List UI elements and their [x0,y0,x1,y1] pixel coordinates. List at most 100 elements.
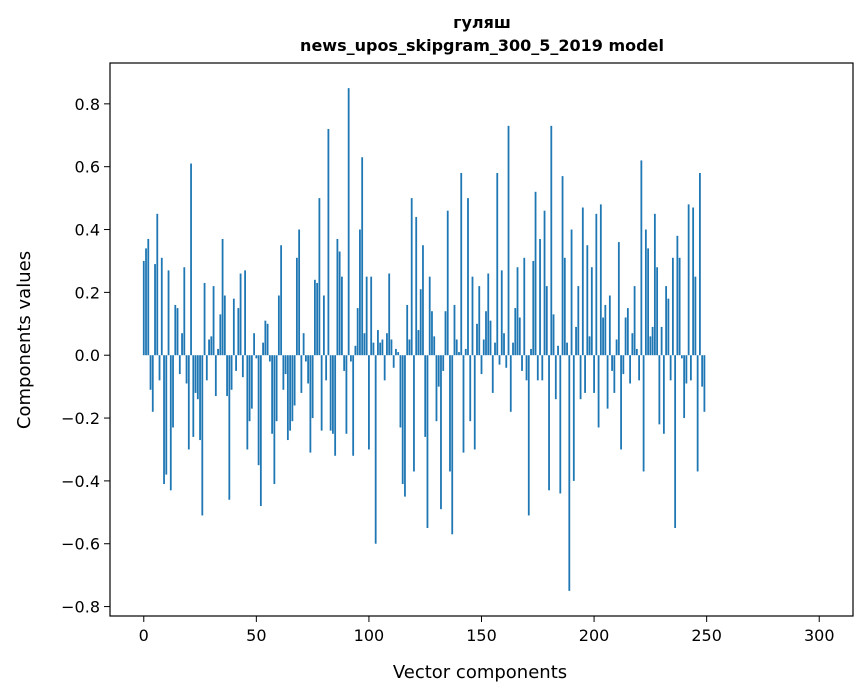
bar [244,270,246,356]
bar [160,257,163,356]
bar [196,355,199,400]
bar [415,216,418,356]
bar [190,163,192,356]
bar [548,355,550,491]
bar [455,339,458,356]
bar [235,355,237,371]
y-axis: −0.8 −0.6 −0.4 −0.2 0.0 0.2 0.4 0.6 0.8 [61,95,110,617]
bar [187,355,190,450]
bar [597,355,600,428]
bar [676,235,679,356]
bar [383,355,386,381]
bar [473,355,476,450]
bar [584,355,586,393]
bar [442,355,445,371]
bar [232,298,235,356]
bar [338,251,341,356]
bar [248,355,251,422]
bar [622,355,625,375]
bar [437,355,440,387]
bar [368,355,370,450]
bar [307,355,310,384]
bar [575,326,577,356]
bar [665,286,668,356]
bar [568,355,571,591]
bar [469,355,472,422]
bar [462,355,465,453]
bar [158,355,161,381]
bar [588,336,591,356]
bar [699,172,701,356]
bar [289,355,292,431]
bar [647,248,650,356]
bar [507,125,510,356]
bar [302,333,305,356]
bar [194,355,197,393]
bar [181,333,183,356]
bar [311,355,314,419]
bar [599,204,602,356]
bar [322,295,325,356]
bar [295,257,298,356]
bar [356,308,359,356]
bar [336,238,339,356]
bar [406,304,409,356]
bar [239,273,242,356]
bar [656,267,659,356]
bar [386,333,388,356]
bar [494,342,496,356]
bar [280,245,283,356]
x-axis: 0 50 100 150 200 250 300 [139,616,835,645]
bar [172,355,174,428]
bar [350,355,352,362]
bar [500,270,503,356]
bar [559,355,562,494]
bar [219,314,222,356]
bar [635,348,638,356]
bar [572,355,575,481]
bar [413,355,415,472]
bar [487,273,490,356]
bar [417,330,420,356]
bar [620,355,622,450]
x-tick-label: 150 [466,626,497,645]
bar [653,213,656,356]
bar [435,355,438,422]
bar [259,355,262,507]
x-tick-label: 200 [579,626,610,645]
bar [478,286,481,356]
bar [165,355,168,475]
x-tick-label: 100 [354,626,385,645]
bar [701,355,704,387]
x-axis-label: Vector components [393,662,567,683]
bar [401,355,404,485]
bar [210,336,213,356]
bar [482,339,485,356]
bar [154,264,156,356]
bar [318,198,321,356]
bar [284,355,287,375]
bar [304,355,307,362]
bar [550,125,553,356]
chart-subtitle: news_upos_skipgram_300_5_2019 model [300,36,664,55]
bar [205,355,208,381]
bar [404,355,406,497]
y-axis-label: Components values [14,251,35,429]
bar [374,355,377,544]
bar [683,355,686,419]
bar [579,355,582,400]
bar [638,355,641,381]
bar [313,279,316,356]
bar [325,355,328,381]
bar [626,308,629,356]
bar [505,355,508,368]
bar [399,355,402,428]
bar [169,355,172,491]
bar [566,342,568,356]
bar [687,204,690,356]
bar [451,355,454,535]
bar [561,176,564,356]
bar [377,330,379,356]
bar [624,317,627,356]
